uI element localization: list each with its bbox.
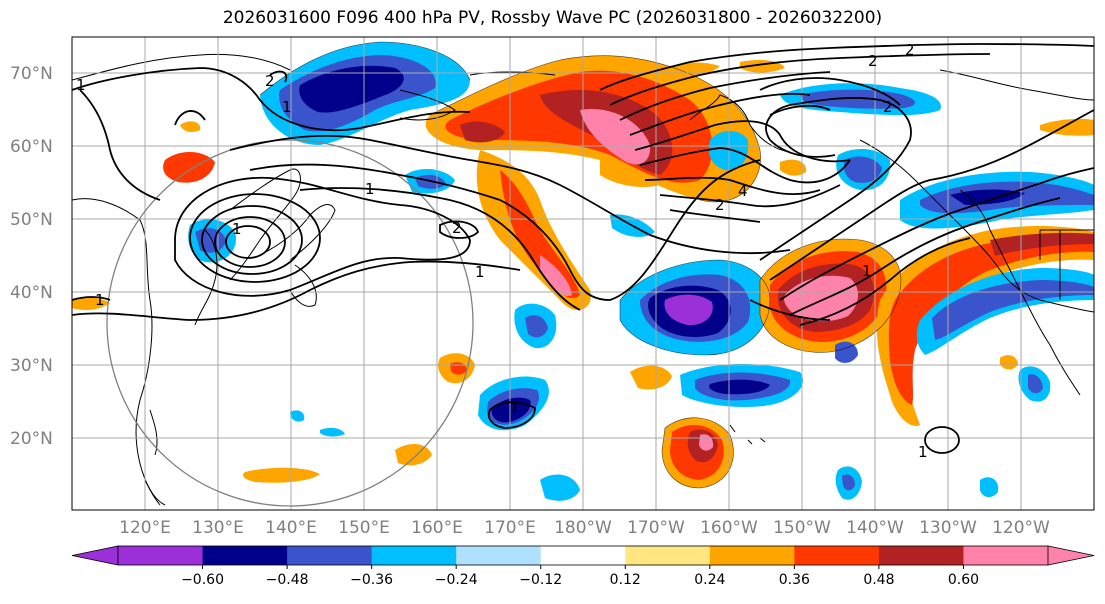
contour-label: 1	[862, 262, 872, 280]
contour-label: 2	[265, 72, 275, 90]
latitude-labels: 70°N 60°N 50°N 40°N 30°N 20°N	[10, 64, 53, 449]
lon-label: 150°E	[338, 518, 390, 538]
contour-label: 2	[905, 41, 915, 59]
colorbar-tick-label: 0.12	[610, 572, 641, 588]
lat-label: 70°N	[10, 64, 53, 84]
contour-label: 1	[282, 98, 292, 116]
lat-label: 20°N	[10, 429, 53, 449]
contour-label: 1	[76, 76, 86, 94]
contour-label: 1	[510, 398, 520, 416]
colorbar-tick-label: −0.36	[350, 572, 393, 588]
colorbar-tick-label: 0.24	[694, 572, 725, 588]
colorbar-box	[540, 546, 626, 565]
colorbar-tick-label: 0.48	[863, 572, 894, 588]
lat-label: 40°N	[10, 283, 53, 303]
contour-label: 1	[232, 220, 242, 238]
lat-label: 60°N	[10, 137, 53, 157]
colorbar-box	[963, 546, 1049, 565]
colorbar: −0.60 −0.48 −0.36 −0.24 −0.12 0.12 0.24 0.36 0.4…	[71, 545, 1095, 588]
lon-label: 120°W	[992, 518, 1050, 538]
colorbar-extend-under	[71, 545, 119, 566]
contour-label: 1	[95, 291, 105, 309]
pv-shading-layer	[72, 42, 1094, 501]
plot-border	[71, 36, 1095, 511]
lat-label: 30°N	[10, 356, 53, 376]
colorbar-tick-label: 0.60	[948, 572, 979, 588]
lon-label: 130°E	[192, 518, 244, 538]
lon-label: 150°W	[773, 518, 831, 538]
lon-label: 170°W	[627, 518, 685, 538]
contour-label: 4	[738, 182, 748, 200]
contour-label: 1	[475, 263, 485, 281]
colorbar-tick-label: −0.12	[519, 572, 562, 588]
lon-label: 160°E	[411, 518, 463, 538]
colorbar-box	[878, 546, 964, 565]
colorbar-extend-over	[1047, 545, 1095, 566]
lon-label: 140°W	[846, 518, 904, 538]
rossby-wave-contours	[72, 43, 1094, 454]
lon-label: 120°E	[119, 518, 171, 538]
lat-label: 50°N	[10, 210, 53, 230]
colorbar-box	[202, 546, 288, 565]
colorbar-frame	[117, 545, 1049, 566]
colorbar-box	[456, 546, 542, 565]
lon-label: 130°W	[919, 518, 977, 538]
contour-label: 2	[883, 98, 893, 116]
colorbar-tick-label: −0.60	[181, 572, 224, 588]
contour-label: 2	[715, 196, 725, 214]
colorbar-tick-label: 0.36	[779, 572, 810, 588]
contour-label: 1	[365, 180, 375, 198]
map-title: 2026031600 F096 400 hPa PV, Rossby Wave …	[222, 8, 883, 28]
shading-outlines	[259, 41, 902, 489]
lon-label: 170°E	[484, 518, 536, 538]
region-circle	[106, 139, 474, 507]
contour-label: 2	[868, 52, 878, 70]
colorbar-tick-label: −0.24	[435, 572, 478, 588]
contour-label: 2	[452, 219, 462, 237]
lon-label: 140°E	[265, 518, 317, 538]
contour-label: 1	[918, 443, 928, 461]
colorbar-box	[709, 546, 795, 565]
colorbar-box	[371, 546, 457, 565]
lon-label: 160°W	[700, 518, 758, 538]
colorbar-box	[794, 546, 880, 565]
longitude-labels: 120°E 130°E 140°E 150°E 160°E 170°E 180°…	[119, 518, 1050, 538]
colorbar-box	[118, 546, 204, 565]
lon-label: 180°W	[554, 518, 612, 538]
colorbar-box	[287, 546, 373, 565]
colorbar-box	[625, 546, 711, 565]
contour-labels: 2 2 2 2 1 1 1 1 1 1 2 4 2 1 1 1	[76, 41, 928, 461]
colorbar-tick-label: −0.48	[266, 572, 309, 588]
coastlines	[72, 53, 1094, 506]
